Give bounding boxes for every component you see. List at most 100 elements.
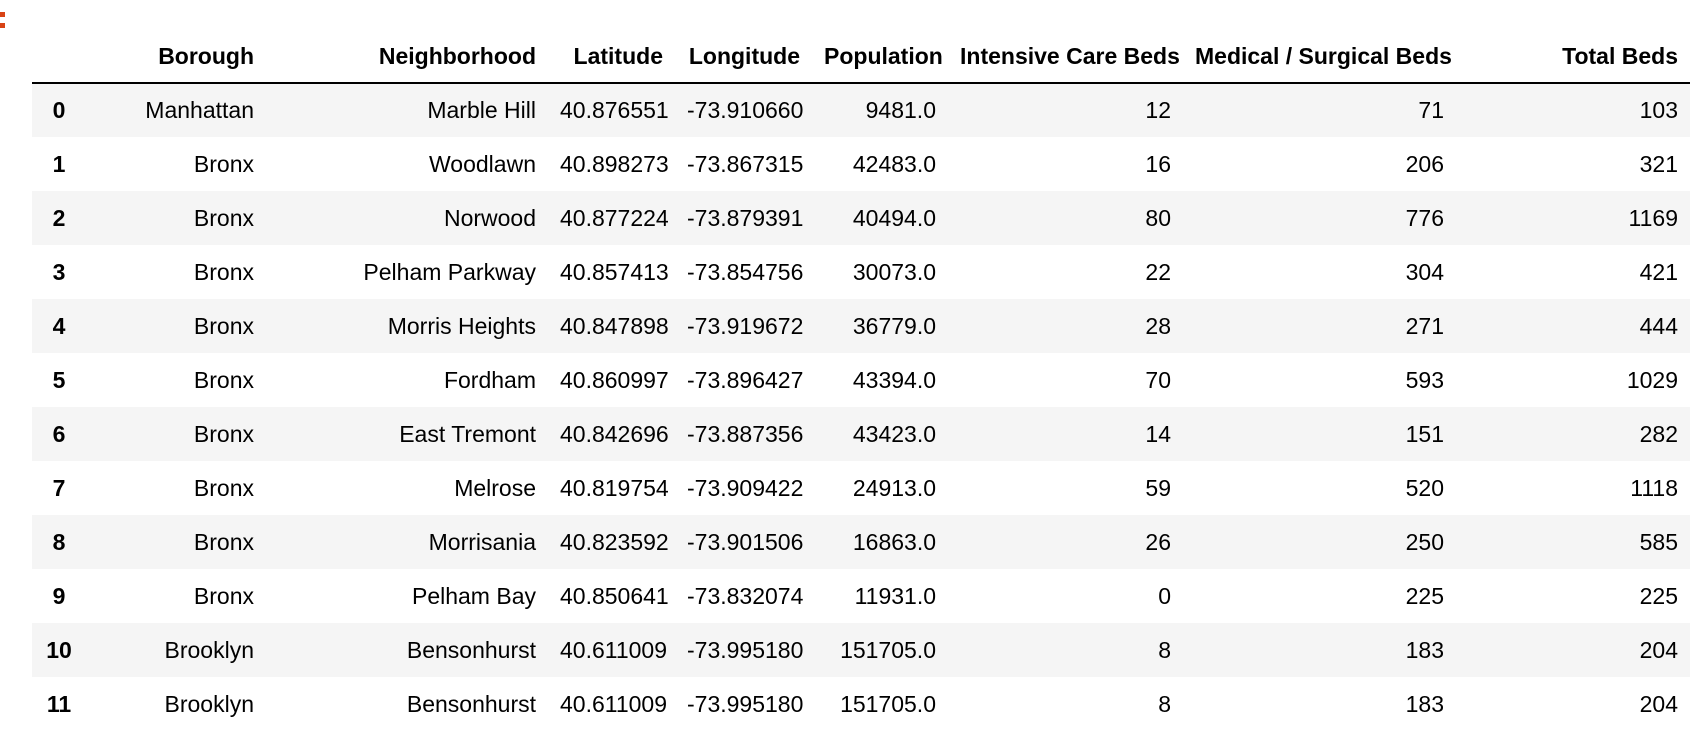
borough-cell: Bronx [193, 528, 254, 555]
intensive-care-beds-cell: 8 [1158, 636, 1171, 663]
intensive-care-beds-cell: 70 [1145, 366, 1171, 393]
index-cell: 4 [52, 312, 66, 339]
index-cell: 10 [46, 636, 72, 663]
index-cell: 11 [46, 690, 72, 717]
medical-surgical-beds-cell: 225 [1405, 582, 1444, 609]
medical-surgical-beds-cell: 271 [1405, 312, 1444, 339]
latitude-cell: 40.898273 [560, 150, 669, 177]
table-row: 7 Bronx Melrose 40.819754 -73.909422 24913.0 5… [32, 461, 1690, 515]
index-cell: 8 [52, 528, 66, 555]
neighborhood-cell: Woodlawn [429, 150, 536, 177]
population-cell: 42483.0 [852, 150, 936, 177]
column-header-neighborhood: Neighborhood [266, 30, 548, 84]
total-beds-cell: 204 [1639, 636, 1678, 663]
borough-cell: Bronx [193, 366, 254, 393]
latitude-cell: 40.860997 [560, 366, 669, 393]
medical-surgical-beds-cell: 206 [1405, 150, 1444, 177]
neighborhood-cell: Morris Heights [387, 312, 536, 339]
latitude-cell: 40.876551 [560, 97, 669, 123]
table-row: 9 Bronx Pelham Bay 40.850641 -73.832074 11931… [32, 569, 1690, 623]
intensive-care-beds-cell: 80 [1145, 204, 1171, 231]
total-beds-cell: 1029 [1626, 366, 1678, 393]
borough-cell: Bronx [193, 150, 254, 177]
table-row: 1 Bronx Woodlawn 40.898273 -73.867315 42483.0… [32, 137, 1690, 191]
column-header-population: Population [812, 30, 948, 84]
total-beds-cell: 1118 [1630, 474, 1678, 501]
dataframe-output: Borough Neighborhood Latitude Longitude … [32, 30, 1690, 731]
index-cell: 2 [52, 204, 66, 231]
longitude-cell: -73.867315 [687, 150, 804, 177]
column-header-total-beds: Total Beds [1456, 30, 1690, 84]
table-row: 2 Bronx Norwood 40.877224 -73.879391 40494.0 8… [32, 191, 1690, 245]
medical-surgical-beds-cell: 71 [1418, 97, 1444, 123]
medical-surgical-beds-cell: 151 [1405, 420, 1444, 447]
total-beds-cell: 421 [1639, 258, 1678, 285]
medical-surgical-beds-cell: 250 [1405, 528, 1444, 555]
latitude-cell: 40.842696 [560, 420, 669, 447]
longitude-cell: -73.919672 [687, 312, 804, 339]
index-cell: 9 [52, 582, 66, 609]
population-cell: 43423.0 [852, 420, 936, 447]
table-row: 6 Bronx East Tremont 40.842696 -73.887356 434… [32, 407, 1690, 461]
intensive-care-beds-cell: 22 [1145, 258, 1171, 285]
latitude-cell: 40.877224 [560, 204, 669, 231]
neighborhood-cell: Bensonhurst [406, 636, 536, 663]
neighborhood-cell: Pelham Bay [411, 582, 536, 609]
total-beds-cell: 444 [1639, 312, 1678, 339]
longitude-cell: -73.995180 [687, 690, 804, 717]
latitude-cell: 40.850641 [560, 582, 669, 609]
borough-cell: Bronx [193, 582, 254, 609]
longitude-cell: -73.887356 [687, 420, 804, 447]
header-row: Borough Neighborhood Latitude Longitude … [32, 30, 1690, 84]
longitude-cell: -73.896427 [687, 366, 804, 393]
neighborhood-cell: Pelham Parkway [363, 258, 536, 285]
index-cell: 1 [52, 150, 66, 177]
intensive-care-beds-cell: 0 [1158, 582, 1171, 609]
total-beds-cell: 585 [1639, 528, 1678, 555]
total-beds-cell: 225 [1639, 582, 1678, 609]
table-row: 3 Bronx Pelham Parkway 40.857413 -73.854756 3… [32, 245, 1690, 299]
index-cell: 6 [52, 420, 66, 447]
latitude-cell: 40.611009 [560, 690, 668, 717]
column-header-medical-surgical-beds: Medical / Surgical Beds [1183, 30, 1456, 84]
population-cell: 43394.0 [852, 366, 936, 393]
intensive-care-beds-cell: 12 [1145, 97, 1171, 123]
prompt-dot [0, 23, 5, 28]
population-cell: 40494.0 [852, 204, 936, 231]
medical-surgical-beds-cell: 183 [1405, 690, 1444, 717]
intensive-care-beds-cell: 59 [1145, 474, 1171, 501]
borough-cell: Bronx [193, 204, 254, 231]
column-header-longitude: Longitude [675, 30, 812, 84]
table-row: 4 Bronx Morris Heights 40.847898 -73.919672 3… [32, 299, 1690, 353]
table-row: 11 Brooklyn Bensonhurst 40.611009 -73.995180… [32, 677, 1690, 731]
population-cell: 16863.0 [852, 528, 936, 555]
longitude-cell: -73.995180 [687, 636, 804, 663]
neighborhood-cell: Morrisania [428, 528, 536, 555]
latitude-cell: 40.611009 [560, 636, 668, 663]
population-cell: 9481.0 [865, 97, 936, 123]
borough-cell: Brooklyn [164, 690, 254, 717]
neighborhood-cell: East Tremont [399, 420, 536, 447]
prompt-dot [0, 12, 5, 17]
borough-cell: Manhattan [145, 97, 254, 123]
longitude-cell: -73.901506 [687, 528, 804, 555]
population-cell: 36779.0 [852, 312, 936, 339]
medical-surgical-beds-cell: 593 [1405, 366, 1444, 393]
table-row: 10 Brooklyn Bensonhurst 40.611009 -73.995180… [32, 623, 1690, 677]
index-cell: 0 [52, 97, 66, 123]
total-beds-cell: 103 [1639, 97, 1678, 123]
neighborhood-cell: Melrose [454, 474, 536, 501]
total-beds-cell: 1169 [1628, 204, 1678, 231]
latitude-cell: 40.847898 [560, 312, 669, 339]
intensive-care-beds-cell: 26 [1145, 528, 1171, 555]
neighborhood-cell: Norwood [443, 204, 536, 231]
population-cell: 11931.0 [854, 582, 936, 609]
medical-surgical-beds-cell: 183 [1405, 636, 1444, 663]
borough-cell: Bronx [193, 312, 254, 339]
neighborhood-cell: Fordham [443, 366, 536, 393]
population-cell: 151705.0 [840, 636, 936, 663]
borough-cell: Bronx [193, 474, 254, 501]
medical-surgical-beds-cell: 304 [1405, 258, 1444, 285]
neighborhood-cell: Bensonhurst [406, 690, 536, 717]
population-cell: 151705.0 [840, 690, 936, 717]
